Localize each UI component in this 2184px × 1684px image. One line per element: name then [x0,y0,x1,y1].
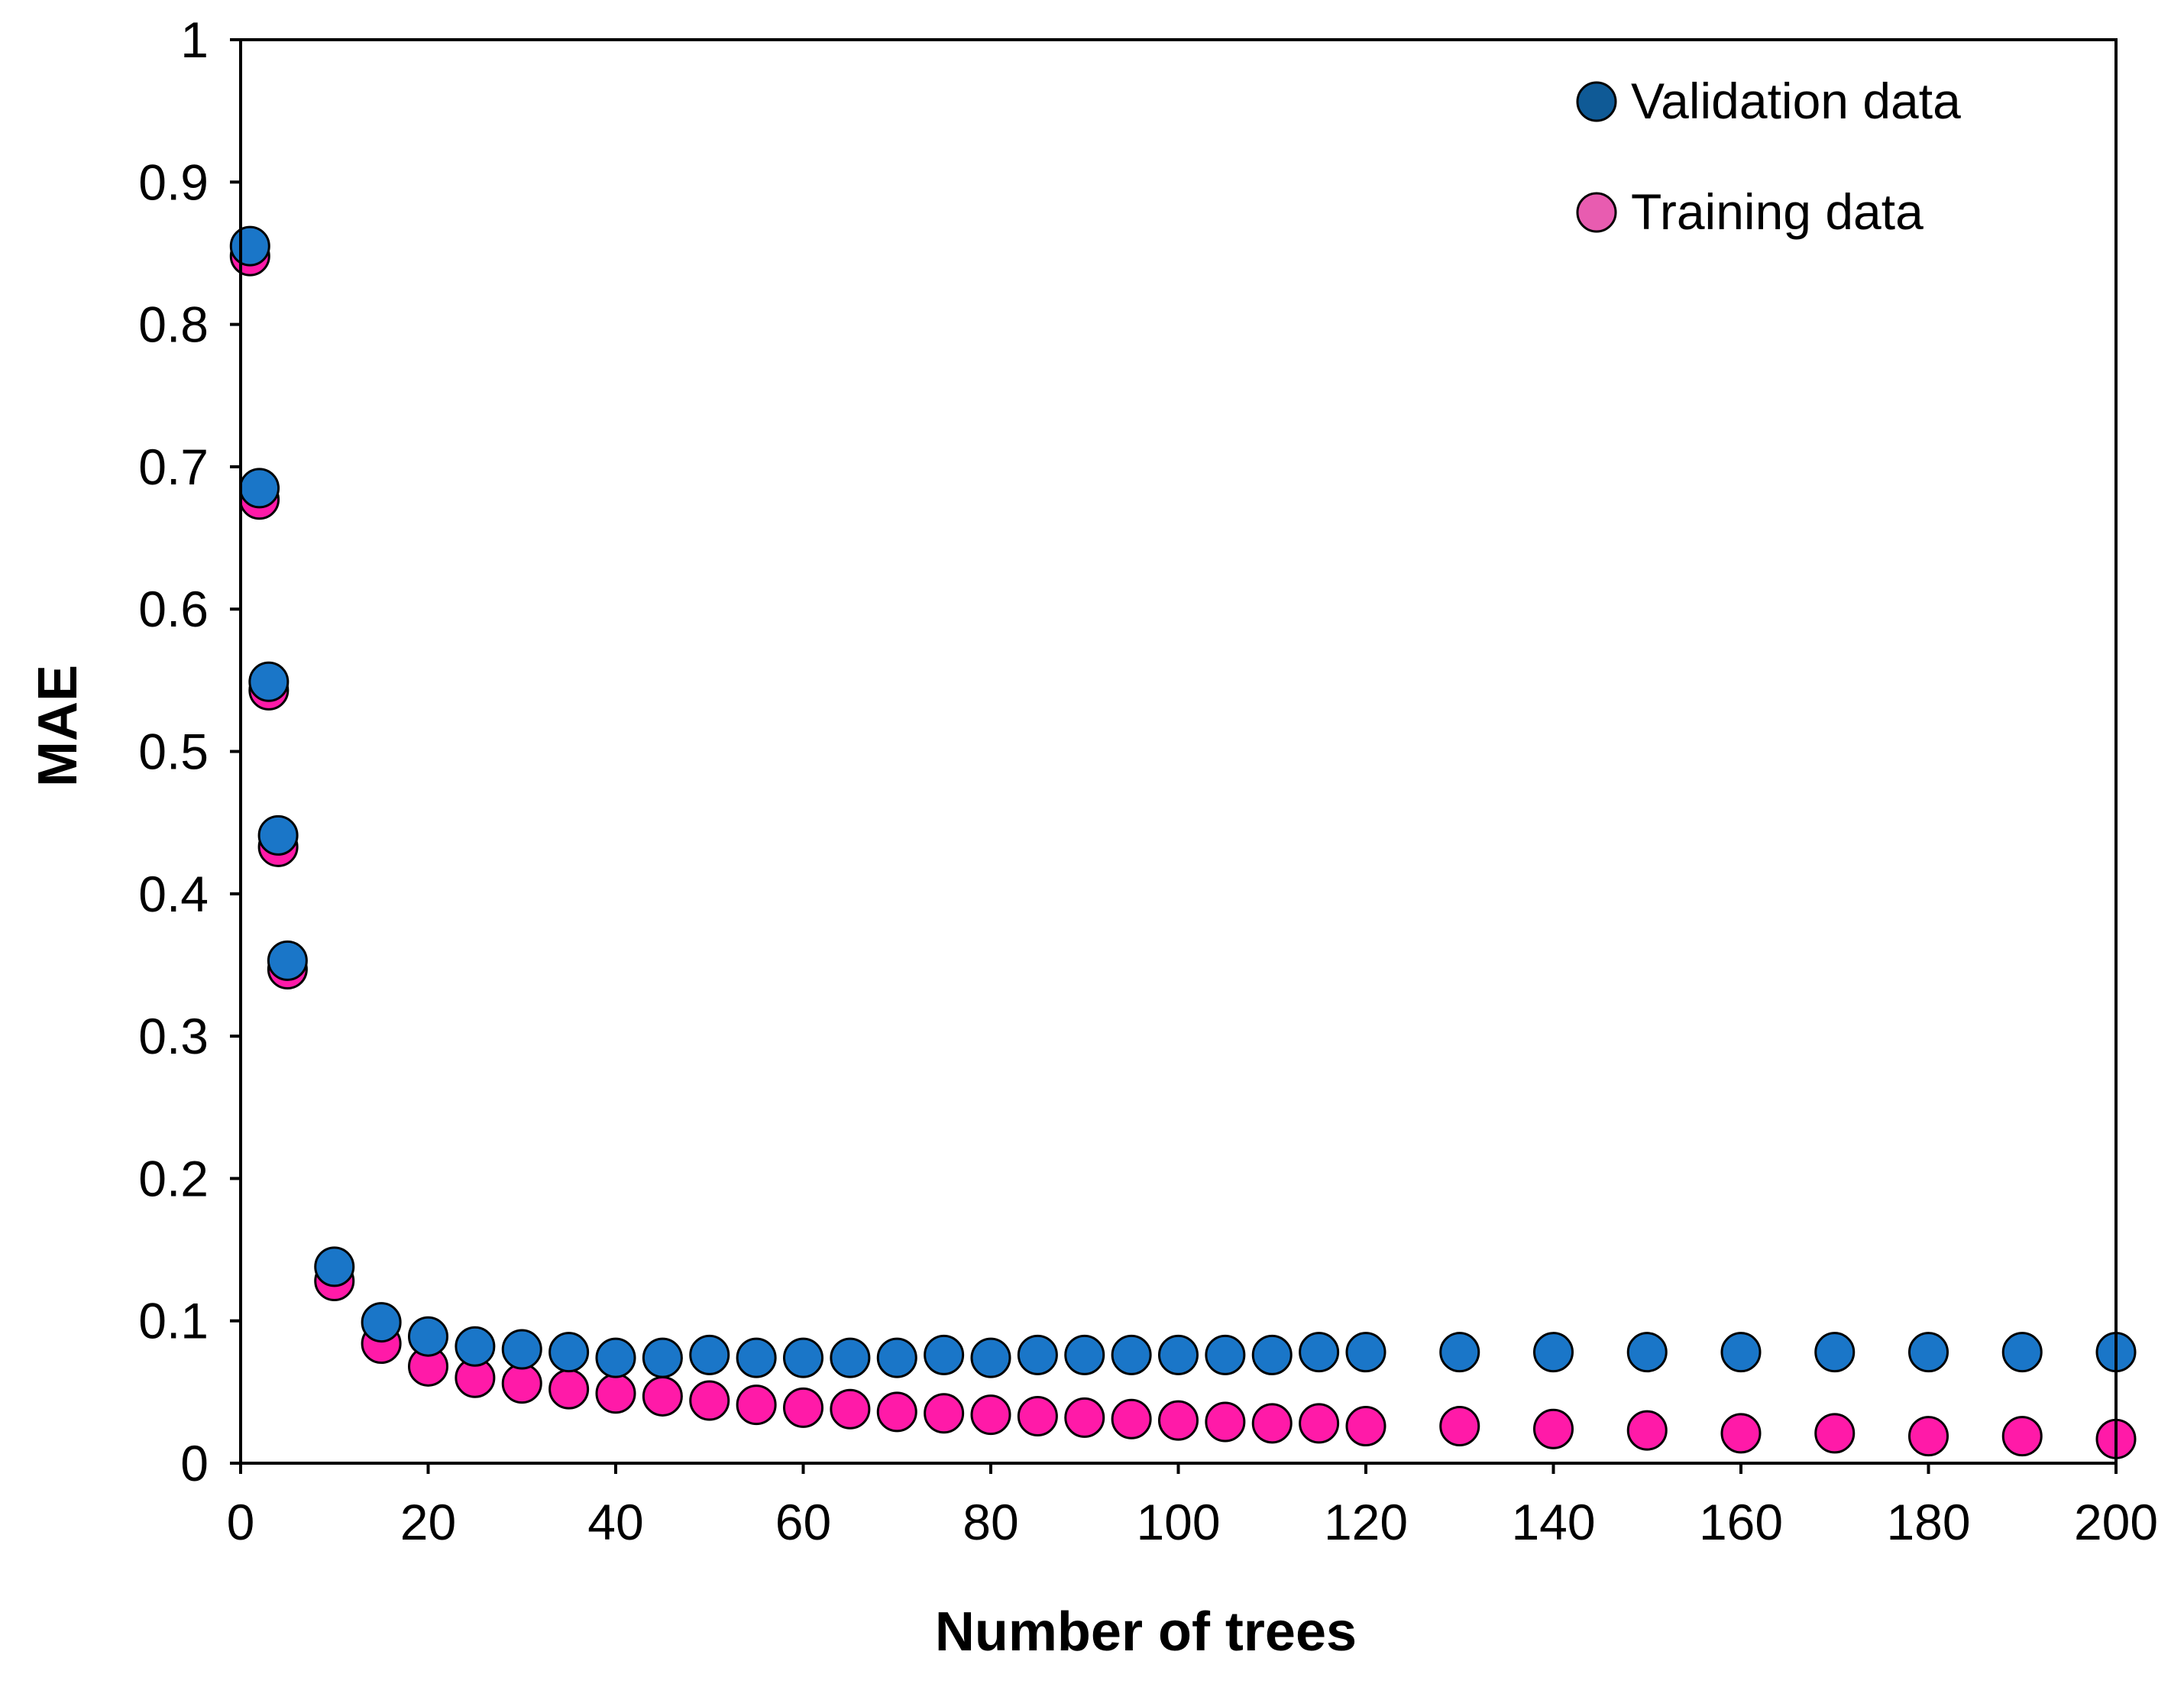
training-data-point [783,1387,823,1428]
validation-data-point [1111,1334,1152,1375]
validation-data-point [1251,1334,1293,1375]
training-data-point [1299,1403,1340,1444]
y-tick-label: 0.3 [138,1008,209,1064]
legend-marker-training-data [1576,192,1617,233]
validation-data-point [1064,1334,1105,1375]
x-tick-label: 80 [963,1494,1018,1550]
training-data-point [689,1380,730,1421]
validation-data-point [876,1337,917,1378]
legend-marker-validation-data [1576,81,1617,122]
validation-data-point [257,814,299,856]
validation-data-point [1908,1332,1949,1373]
validation-data-point [924,1334,965,1375]
training-data-point [1626,1410,1668,1451]
y-tick-label: 1 [180,11,209,68]
y-tick-label: 0.1 [138,1293,209,1349]
validation-data-point [2001,1332,2043,1373]
x-tick-label: 0 [227,1494,255,1550]
validation-data-point [455,1326,496,1367]
validation-data-point [1439,1332,1480,1373]
x-axis: 0 20 40 60 80 100 120 140 160 180 200 [227,1463,2158,1550]
validation-data-point [408,1316,448,1357]
y-tick-label: 0.9 [138,154,209,210]
legend-label-training-data: Training data [1631,183,1924,240]
training-data-point [595,1373,636,1414]
y-tick-label: 0.6 [138,581,209,637]
plot-area-frame [239,38,2118,1465]
x-tick-label: 140 [1511,1494,1595,1550]
training-data-point [1111,1398,1152,1439]
training-data-point [970,1394,1011,1436]
y-tick-label: 0.2 [138,1150,209,1206]
y-tick-label: 0.7 [138,439,209,495]
validation-data-point [1158,1334,1199,1375]
training-data-point [1251,1403,1293,1444]
x-tick-label: 120 [1324,1494,1408,1550]
validation-data-point [1017,1334,1058,1375]
validation-data-point [1814,1332,1856,1373]
validation-data-point [595,1337,636,1378]
x-tick-label: 180 [1886,1494,1970,1550]
validation-data-point [1626,1332,1668,1373]
training-data-point [501,1363,542,1404]
validation-data-point [1299,1332,1340,1373]
y-axis: 0 0.1 0.2 0.3 0.4 0.5 0.6 0.7 0.8 0.9 1 [138,11,241,1491]
training-data-point [1814,1413,1856,1454]
plot-points [229,225,2137,1459]
x-axis-title: Number of trees [935,1601,1357,1663]
validation-data-point [361,1302,402,1343]
validation-data-point [248,661,290,702]
validation-data-point [1345,1332,1386,1373]
validation-data-point [314,1246,355,1287]
y-tick-label: 0.5 [138,724,209,780]
validation-data-point [1720,1332,1762,1373]
validation-data-point [267,940,308,981]
training-data-point [2001,1416,2043,1457]
x-tick-label: 160 [1699,1494,1783,1550]
training-data-point [736,1384,777,1426]
x-tick-label: 200 [2074,1494,2158,1550]
validation-data-point [1205,1334,1246,1375]
y-tick-label: 0.8 [138,296,209,353]
training-data-point [876,1391,917,1433]
validation-data-point [501,1329,542,1370]
training-data-point [1017,1396,1058,1437]
training-data-point [1205,1401,1246,1443]
training-data-point [830,1388,871,1430]
legend-label-validation-data: Validation data [1631,73,1961,129]
training-data-point [1158,1400,1199,1441]
validation-data-point [736,1337,777,1378]
training-data-point [1345,1406,1386,1447]
y-tick-label: 0.4 [138,866,209,922]
validation-data-point [689,1334,730,1375]
validation-data-point [1533,1332,1574,1373]
validation-data-point [548,1332,590,1373]
training-data-point [1064,1397,1105,1438]
training-data-point [548,1368,590,1410]
y-tick-label: 0 [180,1435,209,1491]
training-data-point [924,1393,965,1434]
training-data-point [1908,1416,1949,1457]
validation-data-point [783,1337,823,1378]
validation-data-point [970,1337,1011,1378]
validation-data-point [642,1337,683,1378]
x-tick-label: 100 [1136,1494,1220,1550]
validation-data-point [830,1337,871,1378]
y-axis-title: MAE [28,665,89,787]
validation-data-point [239,468,280,509]
training-data-point [642,1375,683,1417]
training-data-point [1533,1408,1574,1449]
training-data-point [1720,1413,1762,1454]
training-data-point [1439,1406,1480,1447]
x-tick-label: 60 [775,1494,831,1550]
x-tick-label: 20 [400,1494,456,1550]
legend: Validation data Training data [1576,73,1961,240]
x-tick-label: 40 [587,1494,643,1550]
validation-data-point [229,225,270,267]
